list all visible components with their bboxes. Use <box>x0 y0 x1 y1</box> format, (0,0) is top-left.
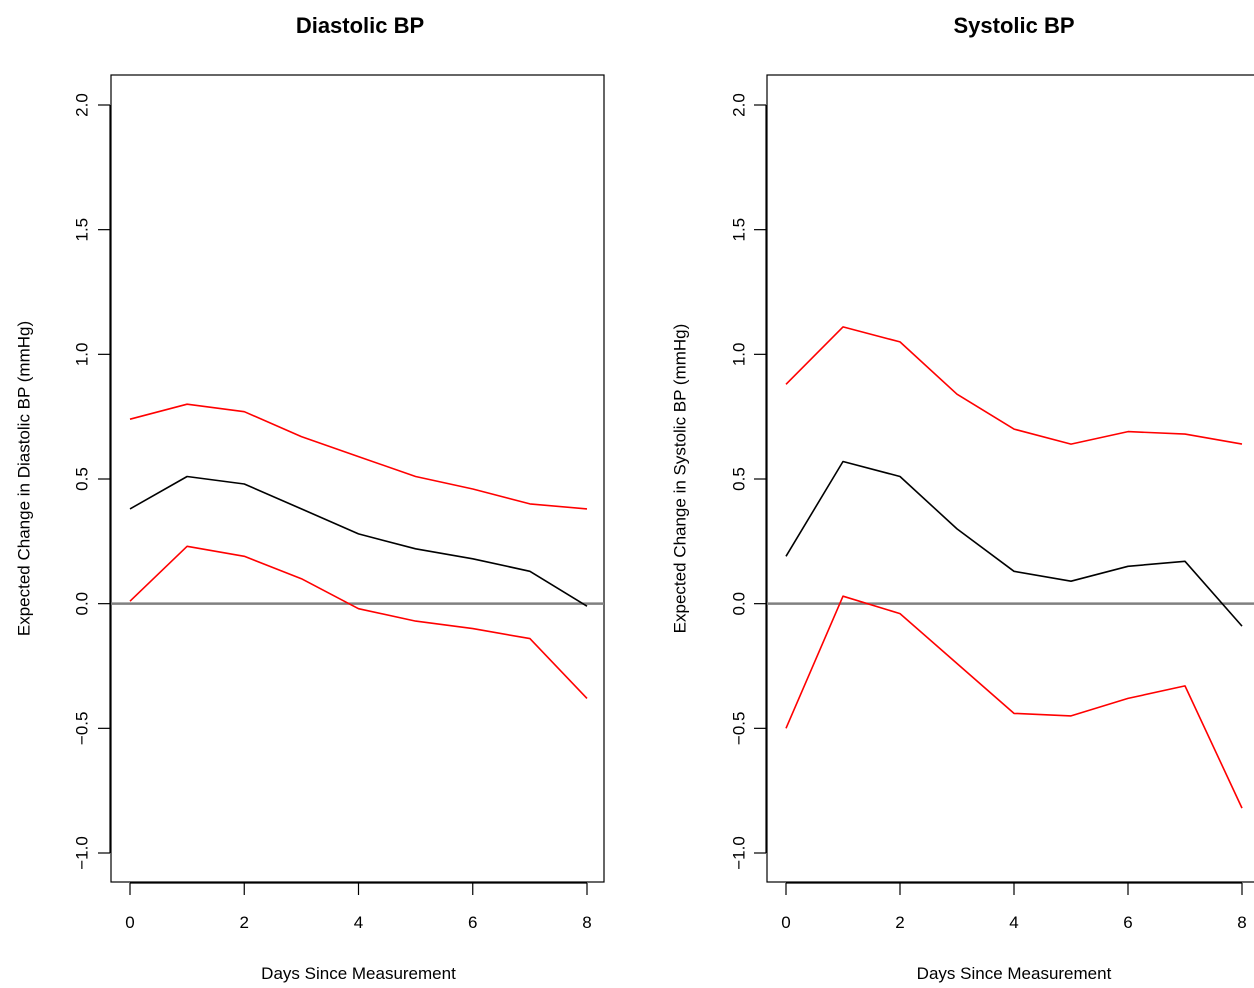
x-tick-label: 4 <box>354 913 363 932</box>
y-tick-label: −0.5 <box>730 712 749 746</box>
x-tick-label: 8 <box>582 913 591 932</box>
y-tick-label: 2.0 <box>730 93 749 117</box>
series-line-upper <box>785 326 1243 445</box>
x-tick-label: 2 <box>895 913 904 932</box>
y-tick-label: 0.5 <box>73 467 92 491</box>
series-line-estimate <box>129 475 588 607</box>
x-tick-label: 0 <box>125 913 134 932</box>
plot-frame <box>766 74 1254 883</box>
y-tick-label: 1.0 <box>73 343 92 367</box>
x-axis-label: Days Since Measurement <box>917 964 1112 983</box>
y-tick-label: 1.0 <box>730 343 749 367</box>
series-line-estimate <box>785 460 1243 627</box>
x-tick-label: 2 <box>240 913 249 932</box>
y-axis-label: Expected Change in Systolic BP (mmHg) <box>671 324 690 634</box>
y-tick-label: 1.5 <box>730 218 749 242</box>
x-tick-label: 8 <box>1237 913 1246 932</box>
x-tick-label: 6 <box>1123 913 1132 932</box>
series-line-lower <box>785 595 1243 809</box>
y-tick-label: −1.0 <box>730 836 749 870</box>
y-tick-label: −1.0 <box>73 836 92 870</box>
y-tick-label: 0.5 <box>730 467 749 491</box>
y-tick-label: 2.0 <box>73 93 92 117</box>
chart-title: Systolic BP <box>953 13 1074 38</box>
series-line-lower <box>129 545 588 699</box>
x-tick-label: 0 <box>781 913 790 932</box>
diastolic-bp-panel: Diastolic BP −1.0 −0.5 0.0 0.5 1.0 1.5 2.0 0 2 4 6 8… <box>15 13 605 983</box>
x-tick-label: 6 <box>468 913 477 932</box>
y-tick-label: 1.5 <box>73 218 92 242</box>
systolic-bp-panel: Systolic BP −1.0 −0.5 0.0 0.5 1.0 1.5 2.0 0 2 4 6 8 D… <box>671 13 1254 983</box>
series-line-upper <box>129 403 588 510</box>
chart-title: Diastolic BP <box>296 13 424 38</box>
plot-frame <box>110 74 605 883</box>
y-tick-label: −0.5 <box>73 712 92 746</box>
y-tick-label: 0.0 <box>730 592 749 616</box>
x-axis-label: Days Since Measurement <box>261 964 456 983</box>
y-tick-label: 0.0 <box>73 592 92 616</box>
y-axis-label: Expected Change in Diastolic BP (mmHg) <box>15 321 34 636</box>
x-tick-label: 4 <box>1009 913 1018 932</box>
